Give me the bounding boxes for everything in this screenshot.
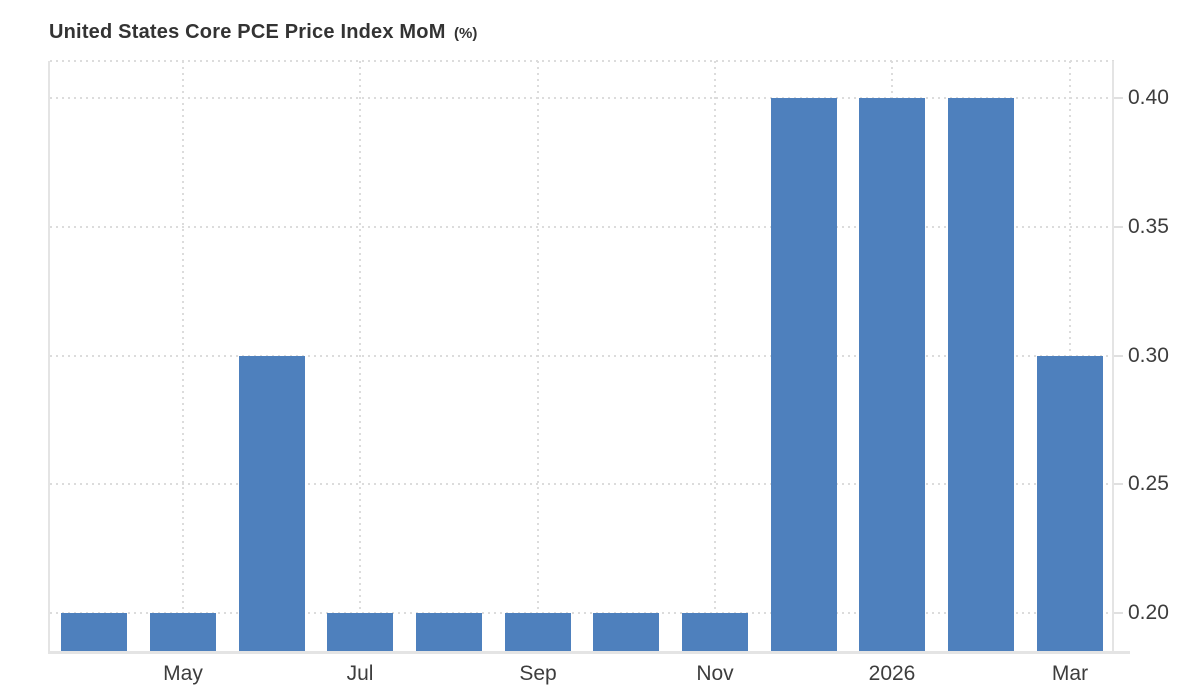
v-gridline [359, 61, 361, 653]
y-axis-label: 0.30 [1128, 344, 1169, 367]
chart-title: United States Core PCE Price Index MoM (… [49, 21, 477, 44]
bar-feb [948, 98, 1014, 653]
bar-oct [593, 613, 659, 653]
bar-may [150, 613, 216, 653]
v-gridline [537, 61, 539, 653]
h-gridline [50, 483, 1114, 485]
bar-jul [327, 613, 393, 653]
x-axis-label: Jul [346, 662, 374, 685]
chart-title-text: United States Core PCE Price Index MoM [49, 21, 446, 43]
y-axis-tick [1112, 97, 1123, 99]
y-axis-tick [1112, 483, 1123, 485]
y-axis-label: 0.35 [1128, 215, 1169, 238]
x-axis-label: Mar [1051, 662, 1089, 685]
h-gridline [50, 226, 1114, 228]
bar-mar [1037, 356, 1103, 653]
plot-top-border [50, 60, 1114, 62]
bar-sep [505, 613, 571, 653]
y-axis-label: 0.40 [1128, 86, 1169, 109]
bar-dec [771, 98, 837, 653]
bar-nov [682, 613, 748, 653]
h-gridline [50, 97, 1114, 99]
y-axis-tick [1112, 355, 1123, 357]
x-axis-label: May [163, 662, 203, 685]
bar-jan [859, 98, 925, 653]
y-axis-line-left [48, 61, 50, 653]
x-axis-label: Sep [519, 662, 557, 685]
x-axis-line [48, 651, 1130, 654]
bar-apr [61, 613, 127, 653]
v-gridline [714, 61, 716, 653]
y-axis-line-right [1112, 61, 1114, 653]
bar-aug [416, 613, 482, 653]
h-gridline [50, 355, 1114, 357]
y-axis-label: 0.20 [1128, 601, 1169, 624]
chart-title-unit: (%) [454, 25, 478, 42]
h-gridline [50, 612, 1114, 614]
v-gridline [182, 61, 184, 653]
y-axis-label: 0.25 [1128, 472, 1169, 495]
y-axis-tick [1112, 612, 1123, 614]
y-axis-tick [1112, 226, 1123, 228]
x-axis-label: 2026 [868, 662, 916, 685]
bar-jun [239, 356, 305, 653]
x-axis-label: Nov [696, 662, 734, 685]
